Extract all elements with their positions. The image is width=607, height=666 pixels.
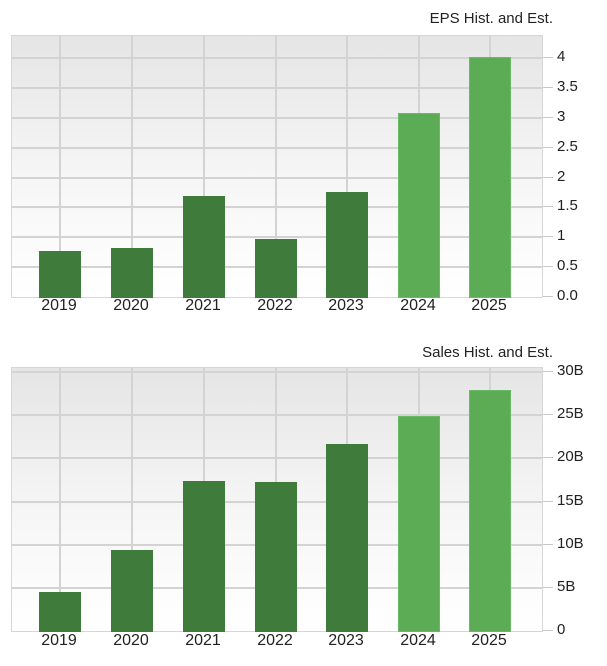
bar-2020 [111, 549, 153, 632]
y-tick-label: 0.5 [557, 257, 578, 275]
y-tick-label: 2.5 [557, 137, 578, 155]
chart-title: Sales Hist. and Est. [422, 344, 553, 361]
gridline-vertical [203, 36, 205, 297]
gridline-horizontal [12, 57, 542, 59]
bar-2025 [469, 390, 511, 632]
y-tick-label: 25B [557, 405, 584, 423]
x-tick-label: 2020 [113, 632, 149, 649]
gridline-horizontal [12, 457, 542, 460]
x-tick-label: 2023 [328, 632, 364, 649]
x-tick-label: 2021 [185, 297, 221, 314]
y-tick-label: 1.5 [557, 197, 578, 215]
bar-2023 [326, 443, 368, 632]
bar-2025 [469, 57, 511, 298]
y-tick [543, 630, 553, 631]
y-tick-label: 30B [557, 362, 584, 379]
y-tick [543, 57, 553, 58]
y-tick-label: 4 [557, 48, 566, 65]
y-tick-label: 3 [557, 107, 566, 125]
gridline-horizontal [12, 86, 542, 89]
bar-2021 [183, 196, 225, 298]
y-tick [543, 146, 553, 148]
x-tick-label: 2025 [471, 297, 507, 314]
y-tick-label: 5B [557, 577, 576, 595]
gridline-horizontal [12, 176, 542, 179]
x-tick-label: 2025 [471, 632, 507, 649]
y-tick-label: 10B [557, 534, 584, 552]
gridline-vertical [275, 36, 277, 297]
x-tick-label: 2021 [185, 632, 221, 649]
x-tick-label: 2023 [328, 297, 364, 314]
y-tick-label: 0 [557, 621, 566, 638]
gridline-vertical [59, 36, 61, 297]
gridline-horizontal [12, 371, 542, 373]
y-tick [543, 236, 553, 238]
y-tick [543, 176, 553, 178]
y-tick [543, 296, 553, 297]
x-tick-label: 2019 [41, 632, 77, 649]
plot-area [11, 367, 543, 632]
y-tick-label: 1 [557, 227, 566, 245]
y-tick [543, 543, 553, 545]
x-tick-label: 2022 [257, 297, 293, 314]
y-tick-label: 0.0 [557, 287, 578, 304]
y-tick-label: 2 [557, 167, 566, 185]
plot-area [11, 35, 543, 298]
y-tick [543, 86, 553, 88]
gridline-vertical [59, 368, 61, 631]
y-tick-label: 20B [557, 448, 584, 466]
bar-2019 [39, 251, 81, 298]
y-tick [543, 206, 553, 208]
gridline-horizontal [12, 206, 542, 209]
x-tick-label: 2022 [257, 632, 293, 649]
y-tick [543, 586, 553, 588]
y-tick [543, 414, 553, 416]
bar-2021 [183, 480, 225, 632]
y-tick-label: 3.5 [557, 77, 578, 95]
y-tick [543, 116, 553, 118]
gridline-horizontal [12, 236, 542, 239]
bar-2020 [111, 247, 153, 298]
x-tick-label: 2024 [400, 297, 436, 314]
bar-2023 [326, 191, 368, 298]
chart-title: EPS Hist. and Est. [429, 10, 553, 27]
x-tick-label: 2019 [41, 297, 77, 314]
gridline-horizontal [12, 146, 542, 149]
gridline-vertical [131, 368, 133, 631]
bar-2019 [39, 592, 81, 632]
x-tick-label: 2024 [400, 632, 436, 649]
bar-2024 [398, 416, 440, 632]
y-tick [543, 266, 553, 268]
bar-2022 [255, 239, 297, 298]
gridline-vertical [131, 36, 133, 297]
y-tick-label: 15B [557, 491, 584, 509]
x-tick-label: 2020 [113, 297, 149, 314]
gridline-horizontal [12, 414, 542, 417]
bar-2024 [398, 112, 440, 298]
y-tick [543, 457, 553, 459]
gridline-horizontal [12, 116, 542, 119]
gridline-vertical [346, 36, 348, 297]
eps-chart: EPS Hist. and Est. 0.0 0.5 1 1.5 2 2.5 3 3.5 4 20… [0, 0, 607, 325]
bar-2022 [255, 481, 297, 632]
y-tick [543, 500, 553, 502]
y-tick [543, 371, 553, 372]
